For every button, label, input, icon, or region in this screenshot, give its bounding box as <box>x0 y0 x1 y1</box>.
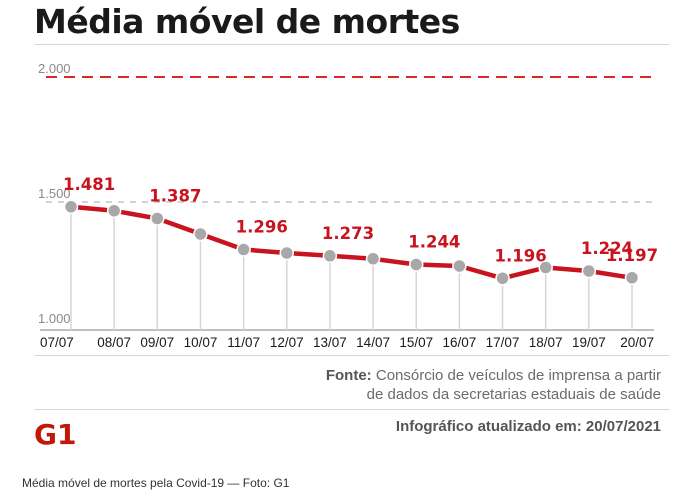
data-label: 1.387 <box>149 187 201 206</box>
data-label: 1.197 <box>606 246 658 265</box>
image-caption: Média móvel de mortes pela Covid-19 — Fo… <box>22 476 290 490</box>
data-label: 1.196 <box>495 246 547 265</box>
updated-note: Infográfico atualizado em: 20/07/2021 <box>395 418 661 435</box>
page-title: Média móvel de mortes <box>34 2 460 41</box>
data-point <box>279 245 295 261</box>
data-point <box>624 270 640 285</box>
line-chart: 1.000 1.500 2.000 1.481 1.387 1.296 1.273 1.244… <box>38 61 658 350</box>
x-tick-label: 15/07 <box>399 335 433 350</box>
x-tick-label: 09/07 <box>140 335 174 350</box>
data-point <box>581 263 597 279</box>
x-tick-label: 12/07 <box>270 335 304 350</box>
x-tick-label: 19/07 <box>572 335 606 350</box>
x-tick-label: 16/07 <box>442 335 476 350</box>
data-label: 1.244 <box>408 233 460 252</box>
x-tick-label: 11/07 <box>227 335 260 350</box>
data-point <box>408 257 424 272</box>
data-label: 1.224 <box>581 239 633 258</box>
data-point <box>495 271 510 286</box>
y-tick-label-1.500: 1.500 <box>38 186 71 201</box>
x-tick-label: 07/07 <box>40 335 74 350</box>
g1-logo: G1 <box>34 418 76 448</box>
y-tick-label-1.000: 1.000 <box>38 311 71 326</box>
data-label: 1.273 <box>322 224 374 243</box>
data-point <box>193 226 208 242</box>
g1-logo-text: G1 <box>34 418 76 448</box>
data-label: 1.296 <box>236 218 288 237</box>
x-tick-label: 14/07 <box>356 335 390 350</box>
source-note: Fonte: Consórcio de veículos de imprensa… <box>326 366 661 404</box>
x-tick-label: 20/07 <box>620 335 654 350</box>
data-point <box>322 248 338 263</box>
data-label: 1.481 <box>63 175 115 194</box>
top-divider <box>34 44 670 45</box>
x-tick-label: 17/07 <box>486 335 520 350</box>
data-point <box>150 211 165 226</box>
data-point <box>452 258 467 274</box>
source-line-2: de dados da secretarias estaduais de saú… <box>366 386 661 403</box>
source-line-1: Consórcio de veículos de imprensa a part… <box>375 367 661 384</box>
x-tick-label: 10/07 <box>184 335 218 350</box>
data-point <box>236 242 251 257</box>
source-label: Fonte: <box>325 367 372 384</box>
data-point <box>63 199 79 214</box>
x-tick-label: 18/07 <box>529 335 563 350</box>
data-point <box>538 260 553 275</box>
series-line <box>68 204 635 281</box>
footer-divider <box>34 409 670 410</box>
data-point <box>365 251 381 266</box>
chart-divider <box>34 355 670 356</box>
data-point <box>106 203 122 218</box>
y-tick-label-2.000: 2.000 <box>38 61 71 76</box>
x-tick-label: 13/07 <box>313 335 347 350</box>
x-tick-label: 08/07 <box>97 335 131 350</box>
